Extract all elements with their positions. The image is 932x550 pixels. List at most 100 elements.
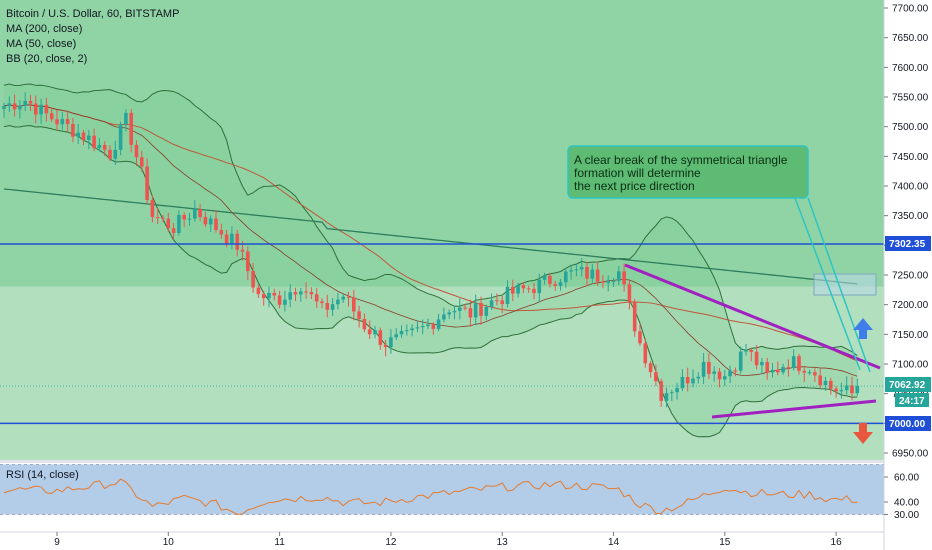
- price-ticks: 7700.00 7650.00 7600.00 7550.00 7500.00 7450.…: [884, 4, 929, 460]
- candle-body: [367, 329, 372, 335]
- rsi-tick-label: 60.00: [894, 473, 919, 484]
- candle-body: [765, 362, 769, 373]
- candle-body: [473, 303, 478, 318]
- candle-body: [87, 135, 91, 140]
- candle-body: [299, 291, 303, 295]
- candle-body: [585, 266, 589, 279]
- horizontal-levels: [0, 243, 884, 425]
- price-tick-label: 7400.00: [892, 182, 929, 193]
- rsi-band-fill: [0, 464, 884, 515]
- bb-basis-line: [3, 104, 858, 377]
- candle-body: [28, 100, 33, 104]
- moving-averages: [3, 104, 858, 377]
- candle-body: [617, 271, 621, 282]
- candle-body: [431, 324, 436, 329]
- candle-body: [818, 375, 822, 386]
- candle-body: [685, 376, 690, 384]
- rsi-line: [3, 478, 858, 515]
- ma50-line: [3, 104, 858, 362]
- ma200-line: [3, 188, 858, 285]
- annotation-line: A clear break of the symmetrical triangl…: [574, 153, 788, 167]
- time-tick-label: 9: [54, 537, 60, 548]
- candle-body: [7, 103, 12, 107]
- candle-body: [230, 233, 234, 244]
- time-tick-label: 16: [831, 537, 843, 548]
- candle-body: [505, 286, 510, 305]
- candle-body: [526, 288, 531, 290]
- time-axis[interactable]: [0, 532, 884, 550]
- candle-body: [272, 292, 277, 296]
- candle-body: [590, 269, 595, 279]
- candle-body: [12, 103, 17, 110]
- candle-body: [664, 393, 669, 401]
- current-price-tag: 7062.92: [885, 377, 931, 392]
- candle-body: [193, 208, 197, 219]
- candle-body: [770, 369, 775, 373]
- candle-body: [489, 300, 494, 307]
- target-rectangle[interactable]: [813, 273, 877, 296]
- resistance-price-tag: 7302.35: [885, 236, 931, 251]
- candle-body: [537, 279, 542, 294]
- candle-body: [670, 392, 674, 394]
- candle-body: [463, 307, 467, 309]
- candle-body: [2, 106, 6, 110]
- annotation-pointer: [807, 197, 871, 373]
- candle-body: [643, 343, 648, 364]
- candle-body: [246, 251, 250, 272]
- candle-body: [569, 270, 573, 272]
- triangle-upper-trendline[interactable]: [624, 263, 881, 370]
- indicator-ma50[interactable]: MA (50, close): [6, 38, 76, 50]
- bollinger-upper: [3, 83, 858, 356]
- candle-body: [55, 119, 59, 125]
- candle-body: [659, 381, 663, 401]
- candle-body: [479, 303, 483, 316]
- candle-body: [791, 356, 796, 369]
- rsi-label[interactable]: RSI (14, close): [6, 469, 79, 481]
- candle-body: [558, 282, 563, 286]
- candle-body: [357, 311, 361, 320]
- candle-body: [267, 292, 271, 299]
- candle-body: [39, 104, 43, 115]
- svg-text:7302.35: 7302.35: [889, 239, 926, 250]
- annotation-callout[interactable]: A clear break of the symmetrical triangl…: [567, 145, 809, 199]
- candle-body: [251, 271, 255, 288]
- candle-body: [383, 344, 388, 348]
- rsi-tick-label: 30.00: [894, 510, 919, 521]
- pane-separator[interactable]: [0, 460, 884, 463]
- candle-body: [579, 266, 584, 270]
- symbol-title: Bitcoin / U.S. Dollar, 60, BITSTAMP: [6, 8, 179, 20]
- triangle-lower-trendline[interactable]: [711, 399, 877, 419]
- price-axis[interactable]: [884, 0, 932, 550]
- indicator-ma200[interactable]: MA (200, close): [6, 23, 82, 35]
- candle-body: [532, 288, 536, 294]
- time-tick-label: 11: [274, 537, 285, 548]
- candle-body: [707, 361, 711, 374]
- candle-body: [208, 218, 213, 225]
- candle-body: [240, 249, 245, 252]
- candle-body: [717, 371, 722, 380]
- candle-body: [187, 218, 192, 220]
- price-tick-label: 7350.00: [892, 211, 929, 222]
- candle-body: [362, 319, 367, 330]
- candle-body: [733, 370, 738, 372]
- time-tick-label: 15: [719, 537, 731, 548]
- bollinger-fill: [4, 83, 858, 437]
- candle-body: [797, 356, 801, 371]
- candle-body: [113, 149, 118, 159]
- candle-body: [458, 307, 462, 311]
- candle-body: [855, 386, 860, 394]
- price-tick-label: 6950.00: [892, 449, 929, 460]
- candle-body: [23, 100, 27, 106]
- price-tick-label: 7100.00: [892, 360, 929, 371]
- svg-text:7062.92: 7062.92: [889, 380, 926, 391]
- candle-body: [521, 285, 526, 289]
- candle-body: [256, 287, 261, 295]
- svg-text:24:17: 24:17: [899, 396, 925, 407]
- candle-body: [802, 370, 807, 373]
- candle-body: [155, 217, 160, 219]
- candle-body: [283, 299, 287, 305]
- candle-body: [102, 144, 107, 150]
- candle-body: [336, 299, 340, 305]
- indicator-bb[interactable]: BB (20, close, 2): [6, 53, 87, 65]
